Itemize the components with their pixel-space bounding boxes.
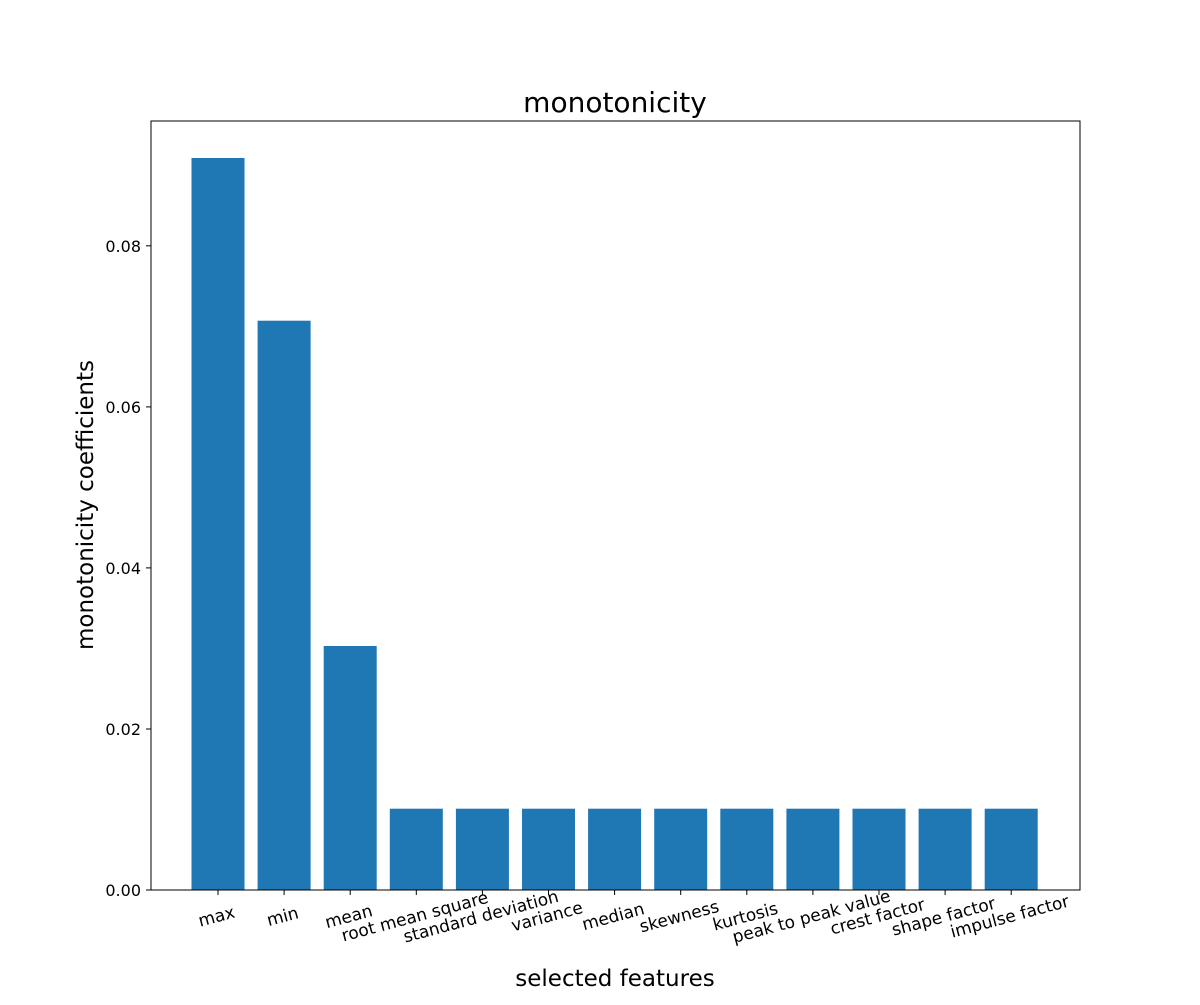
x-axis-label: selected features xyxy=(515,966,714,992)
x-tick-label: skewness xyxy=(638,897,722,937)
y-axis-label: monotonicity coefficients xyxy=(73,360,99,650)
x-tick-label: min xyxy=(265,903,301,931)
y-tick-label: 0.06 xyxy=(105,398,141,417)
bar xyxy=(389,808,443,890)
bar xyxy=(654,808,708,890)
chart-title: monotonicity xyxy=(523,86,707,119)
bar xyxy=(852,808,906,890)
bars-layer xyxy=(191,158,1038,890)
bar xyxy=(522,808,575,890)
bar xyxy=(984,808,1038,890)
bar xyxy=(918,808,972,890)
y-axis: 0.00 0.02 0.04 0.06 0.08 xyxy=(105,237,151,900)
plot-frame xyxy=(150,120,1081,891)
bar xyxy=(191,158,245,890)
bar xyxy=(323,646,377,890)
bar xyxy=(720,808,774,890)
y-tick-label: 0.08 xyxy=(105,237,141,256)
bar xyxy=(588,808,642,890)
bar xyxy=(786,808,840,890)
bar xyxy=(257,320,311,890)
x-tick-label: median xyxy=(580,899,647,935)
y-tick-label: 0.02 xyxy=(105,720,141,739)
x-tick-label: max xyxy=(196,903,237,932)
bar xyxy=(455,808,509,890)
y-tick-label: 0.00 xyxy=(105,881,141,900)
y-tick-label: 0.04 xyxy=(105,559,141,578)
